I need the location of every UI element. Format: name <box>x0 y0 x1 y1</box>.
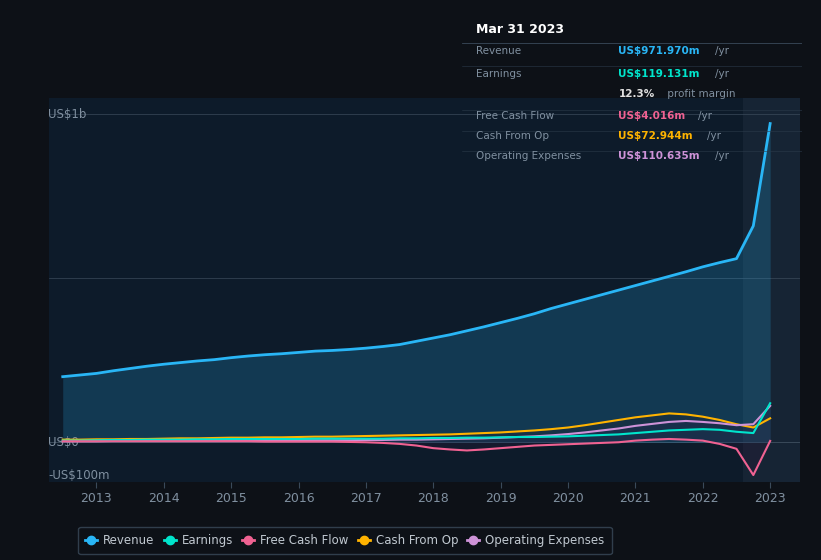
Bar <box>743 98 800 482</box>
Text: US$4.016m: US$4.016m <box>618 111 686 121</box>
Text: US$110.635m: US$110.635m <box>618 151 700 161</box>
Text: /yr: /yr <box>715 69 729 80</box>
Text: /yr: /yr <box>698 111 712 121</box>
Text: /yr: /yr <box>715 151 729 161</box>
Text: /yr: /yr <box>707 131 721 141</box>
Text: Earnings: Earnings <box>475 69 521 80</box>
Text: -US$100m: -US$100m <box>48 469 109 482</box>
Text: Cash From Op: Cash From Op <box>475 131 548 141</box>
Text: 12.3%: 12.3% <box>618 90 654 100</box>
Text: /yr: /yr <box>715 46 729 56</box>
Text: US$119.131m: US$119.131m <box>618 69 699 80</box>
Legend: Revenue, Earnings, Free Cash Flow, Cash From Op, Operating Expenses: Revenue, Earnings, Free Cash Flow, Cash … <box>78 527 612 554</box>
Text: US$1b: US$1b <box>48 108 86 121</box>
Text: Revenue: Revenue <box>475 46 521 56</box>
Text: Free Cash Flow: Free Cash Flow <box>475 111 553 121</box>
Text: US$72.944m: US$72.944m <box>618 131 693 141</box>
Text: Mar 31 2023: Mar 31 2023 <box>475 23 563 36</box>
Text: US$0: US$0 <box>48 436 79 449</box>
Text: profit margin: profit margin <box>664 90 736 100</box>
Text: US$971.970m: US$971.970m <box>618 46 700 56</box>
Text: Operating Expenses: Operating Expenses <box>475 151 580 161</box>
